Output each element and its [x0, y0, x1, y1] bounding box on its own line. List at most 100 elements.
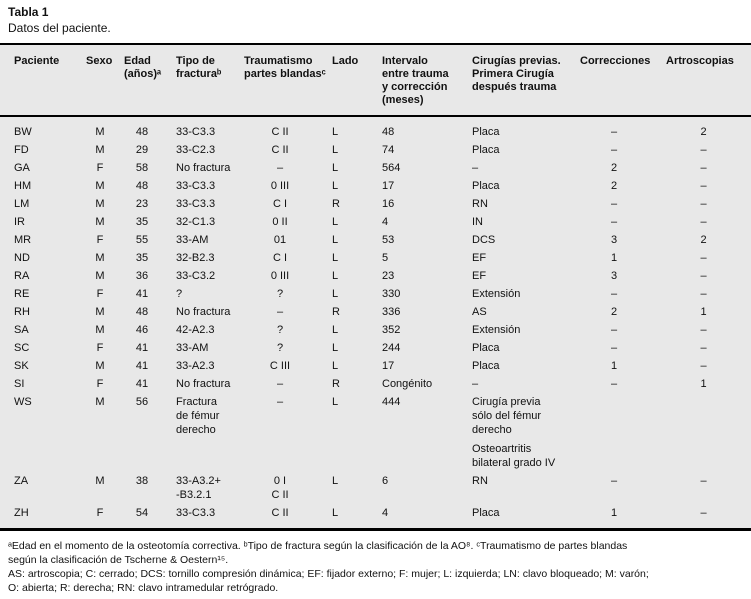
cell-text: L	[332, 252, 339, 264]
cell: 244	[382, 337, 472, 355]
cell-text: L	[332, 360, 339, 372]
cell: Fractura de fémur derecho	[176, 391, 244, 470]
cell-text: 33-A2.3	[176, 360, 215, 372]
cell: 336	[382, 301, 472, 319]
cell: –	[580, 193, 666, 211]
cell-text: ZH	[14, 507, 29, 519]
cell	[666, 391, 751, 470]
cell: SI	[0, 373, 86, 391]
cell: 46	[124, 319, 176, 337]
cell-text: ?	[276, 324, 284, 336]
cell-text: –	[700, 360, 707, 372]
table-row: IR M 35 32-C1.3 0 II L 4 IN – –	[0, 211, 751, 229]
cell-text: 38	[135, 475, 149, 487]
cell: 352	[382, 319, 472, 337]
cell-text: –	[610, 126, 618, 138]
cell-text: –	[700, 198, 707, 210]
cell: ?	[244, 319, 332, 337]
cell-text: Cirugía previa sólo del fémur derecho	[472, 396, 542, 436]
cell: M	[86, 139, 124, 157]
cell-text: Osteoartritis bilateral grado IV	[472, 443, 556, 469]
cell-text: M	[95, 324, 105, 336]
table-row: ZA M 38 33-A3.2+ -B3.2.1 0 I C II L 6 RN – –	[0, 470, 751, 502]
cell-text: F	[96, 288, 104, 300]
column-header-sexo: Sexo	[86, 45, 124, 117]
cell: 33-C3.3	[176, 175, 244, 193]
cell: C II	[244, 139, 332, 157]
table-footnotes: ᵃEdad en el momento de la osteotomía cor…	[0, 531, 751, 595]
table-row: SA M 46 42-A2.3? L 352 Extensión – –	[0, 319, 751, 337]
cell: F	[86, 502, 124, 528]
cell-text: SK	[14, 360, 29, 372]
cell-text: RH	[14, 306, 30, 318]
cell-text: 56	[135, 396, 149, 408]
cell: M	[86, 470, 124, 502]
cell: 32-B2.3	[176, 247, 244, 265]
cell: 29	[124, 139, 176, 157]
cell-text: –	[700, 288, 707, 300]
cell-text: SA	[14, 324, 29, 336]
table-row: RA M 36 33-C3.2 0 III L 23 EF 3 –	[0, 265, 751, 283]
column-header-traumatismo: Traumatismo partes blandasᶜ	[244, 45, 332, 117]
cell: C II	[244, 116, 332, 139]
cell-text: DCS	[472, 234, 496, 246]
cell: SA	[0, 319, 86, 337]
cell-text: RN	[472, 475, 488, 487]
cell-text: WS	[14, 396, 32, 408]
cell: IR	[0, 211, 86, 229]
cell-text: 1	[610, 507, 618, 519]
cell: RN	[472, 193, 580, 211]
cell: 48	[124, 301, 176, 319]
cell-text: FD	[14, 144, 29, 156]
cell-text: 352	[382, 324, 401, 336]
cell: 0 III	[244, 175, 332, 193]
cell: IN	[472, 211, 580, 229]
cell-text: 6	[382, 475, 389, 487]
cell: 1	[580, 502, 666, 528]
cell: L	[332, 283, 382, 301]
cell-text: C II	[271, 126, 289, 138]
cell: 3	[580, 265, 666, 283]
cell-text: 41	[135, 360, 149, 372]
cell-text: ?	[176, 288, 183, 300]
cell: 2	[580, 157, 666, 175]
cell-text: BW	[14, 126, 32, 138]
cell: 41	[124, 283, 176, 301]
cell-text: R	[332, 198, 340, 210]
cell-text: 4	[382, 216, 389, 228]
cell-text: 36	[135, 270, 149, 282]
cell: 33-C3.3	[176, 116, 244, 139]
cell: 2	[580, 175, 666, 193]
cell: M	[86, 116, 124, 139]
cell: No fractura	[176, 373, 244, 391]
cell-text: 33-C3.2	[176, 270, 216, 282]
cell-text: ZA	[14, 475, 29, 487]
cell-text: –	[610, 324, 618, 336]
cell: MR	[0, 229, 86, 247]
cell: RH	[0, 301, 86, 319]
cell: –	[580, 211, 666, 229]
cell-text: No fractura	[176, 378, 231, 390]
table-subtitle: Datos del paciente.	[8, 21, 111, 35]
cell-text: L	[332, 270, 339, 282]
cell-text: ?	[276, 342, 284, 354]
cell: ?	[176, 283, 244, 301]
table-row: RH M 48 No fractura – R 336 AS 2 1	[0, 301, 751, 319]
cell-text: –	[472, 162, 479, 174]
cell-text: C III	[269, 360, 291, 372]
cell-text: 1	[700, 378, 707, 390]
cell-text: 35	[135, 252, 149, 264]
column-header-edad: Edad (años)ᵃ	[124, 45, 176, 117]
cell-text: 33-A3.2+ -B3.2.1	[176, 475, 221, 501]
cell-text: C I	[272, 252, 288, 264]
cell-text: –	[700, 252, 707, 264]
cell-text: F	[96, 234, 104, 246]
cell-text: –	[700, 162, 707, 174]
cell: RE	[0, 283, 86, 301]
cell-text: –	[700, 270, 707, 282]
cell: 0 III	[244, 265, 332, 283]
cell-text: 33-C3.3	[176, 180, 216, 192]
cell-text: –	[610, 216, 618, 228]
cell: F	[86, 337, 124, 355]
cell: 2	[666, 229, 751, 247]
